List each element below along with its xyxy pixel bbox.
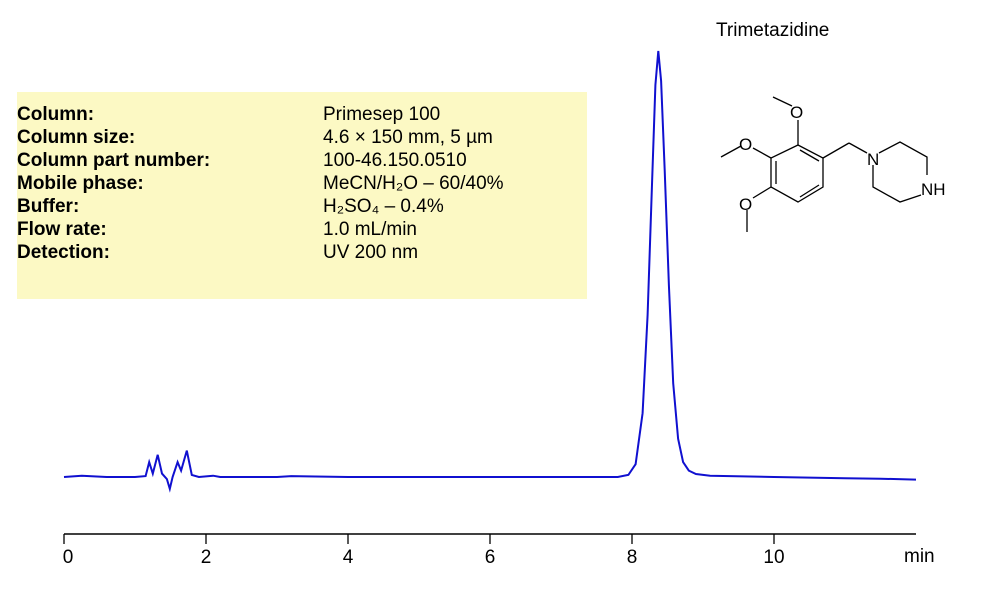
condition-value: 4.6 × 150 mm, 5 µm	[323, 127, 493, 148]
condition-label: Column part number:	[17, 150, 211, 171]
atom-o-top: O	[790, 103, 803, 122]
condition-value: H₂SO₄ – 0.4%	[323, 196, 444, 217]
trimetazidine-structure	[720, 96, 928, 232]
x-tick-label: 4	[343, 547, 354, 568]
x-axis-label: min	[904, 546, 935, 567]
atom-o-bottom: O	[739, 195, 752, 214]
condition-label: Column:	[17, 104, 95, 125]
x-tick-label: 8	[627, 547, 638, 568]
atom-n: N	[867, 150, 879, 169]
condition-value: MeCN/H₂O – 60/40%	[323, 173, 504, 194]
condition-value: 1.0 mL/min	[323, 219, 417, 240]
condition-label: Buffer:	[17, 196, 80, 217]
atom-nh: NH	[921, 180, 946, 199]
condition-value: 100-46.150.0510	[323, 150, 467, 171]
x-tick-label: 10	[763, 547, 784, 568]
condition-label: Detection:	[17, 242, 110, 263]
conditions-box	[17, 92, 587, 299]
condition-value: Primesep 100	[323, 104, 441, 125]
atom-o-left: O	[739, 135, 752, 154]
compound-name: Trimetazidine	[716, 20, 830, 41]
x-tick-label: 2	[201, 547, 212, 568]
condition-label: Column size:	[17, 127, 136, 148]
x-tick-label: 6	[485, 547, 496, 568]
chromatogram-trace	[63, 50, 917, 493]
condition-label: Mobile phase:	[17, 173, 144, 194]
condition-value: UV 200 nm	[323, 242, 419, 263]
x-tick-label: 0	[63, 547, 74, 568]
condition-label: Flow rate:	[17, 219, 107, 240]
